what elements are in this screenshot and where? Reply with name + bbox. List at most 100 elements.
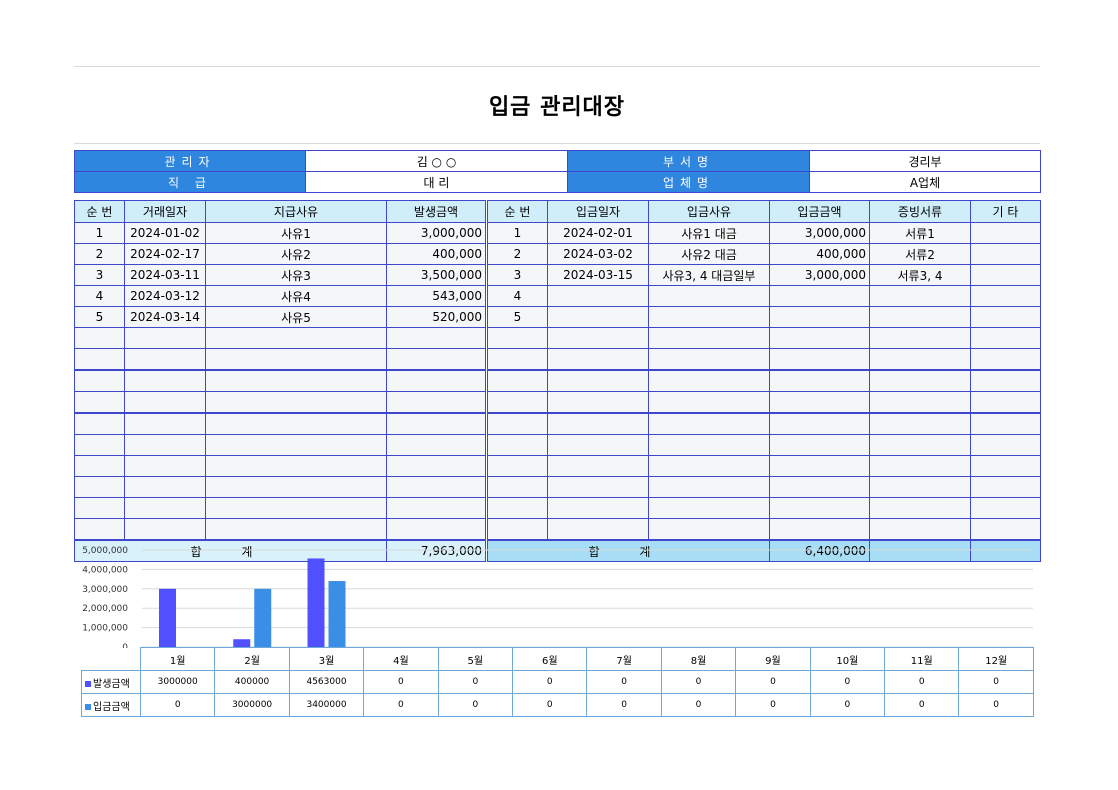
row-proof-doc[interactable] — [869, 412, 971, 435]
row-deposit-date[interactable] — [547, 455, 649, 477]
row-etc[interactable] — [970, 243, 1041, 265]
row-deposit-date[interactable] — [547, 285, 649, 307]
row-deposit-date[interactable]: 2024-03-15 — [547, 264, 649, 286]
row-deposit-amount[interactable]: 400,000 — [769, 243, 870, 265]
row-deposit-no[interactable] — [485, 412, 548, 435]
row-amount[interactable] — [386, 476, 487, 498]
row-deposit-no[interactable] — [485, 327, 548, 349]
row-deposit-date[interactable] — [547, 369, 649, 392]
row-date[interactable]: 2024-03-12 — [124, 285, 206, 307]
row-deposit-amount[interactable] — [769, 327, 870, 349]
row-proof-doc[interactable] — [869, 476, 971, 498]
row-reason[interactable] — [205, 348, 387, 371]
company-value[interactable]: A업체 — [809, 171, 1041, 193]
row-amount[interactable] — [386, 369, 487, 392]
row-reason[interactable]: 사유1 — [205, 222, 387, 244]
row-etc[interactable] — [970, 369, 1041, 392]
row-amount[interactable] — [386, 348, 487, 371]
row-deposit-reason[interactable] — [648, 518, 770, 541]
row-etc[interactable] — [970, 285, 1041, 307]
row-deposit-amount[interactable] — [769, 518, 870, 541]
row-amount[interactable]: 3,000,000 — [386, 222, 487, 244]
row-deposit-amount[interactable] — [769, 455, 870, 477]
row-proof-doc[interactable] — [869, 327, 971, 349]
row-deposit-reason[interactable] — [648, 285, 770, 307]
row-etc[interactable] — [970, 434, 1041, 456]
row-date[interactable] — [124, 348, 206, 371]
row-no[interactable]: 1 — [74, 222, 125, 244]
row-deposit-no[interactable] — [485, 348, 548, 371]
row-amount[interactable] — [386, 455, 487, 477]
row-deposit-reason[interactable] — [648, 306, 770, 328]
row-etc[interactable] — [970, 497, 1041, 519]
row-deposit-amount[interactable] — [769, 348, 870, 371]
row-deposit-reason[interactable] — [648, 391, 770, 414]
row-proof-doc[interactable]: 서류2 — [869, 243, 971, 265]
row-date[interactable] — [124, 412, 206, 435]
row-deposit-reason[interactable] — [648, 369, 770, 392]
row-no[interactable] — [74, 391, 125, 414]
row-deposit-reason[interactable] — [648, 434, 770, 456]
row-amount[interactable] — [386, 391, 487, 414]
dept-value[interactable]: 경리부 — [809, 150, 1041, 172]
row-deposit-date[interactable]: 2024-02-01 — [547, 222, 649, 244]
row-no[interactable] — [74, 497, 125, 519]
row-deposit-date[interactable] — [547, 476, 649, 498]
row-deposit-no[interactable] — [485, 391, 548, 414]
row-deposit-date[interactable] — [547, 412, 649, 435]
row-date[interactable]: 2024-03-11 — [124, 264, 206, 286]
row-no[interactable]: 5 — [74, 306, 125, 328]
row-deposit-amount[interactable]: 3,000,000 — [769, 264, 870, 286]
row-reason[interactable] — [205, 412, 387, 435]
row-date[interactable]: 2024-01-02 — [124, 222, 206, 244]
row-deposit-date[interactable] — [547, 306, 649, 328]
row-date[interactable] — [124, 455, 206, 477]
row-reason[interactable] — [205, 476, 387, 498]
row-no[interactable]: 2 — [74, 243, 125, 265]
row-deposit-no[interactable] — [485, 497, 548, 519]
row-reason[interactable] — [205, 391, 387, 414]
row-deposit-no[interactable]: 5 — [485, 306, 548, 328]
row-proof-doc[interactable] — [869, 348, 971, 371]
row-deposit-reason[interactable] — [648, 327, 770, 349]
row-date[interactable] — [124, 518, 206, 541]
row-reason[interactable]: 사유2 — [205, 243, 387, 265]
row-deposit-date[interactable] — [547, 327, 649, 349]
row-date[interactable] — [124, 369, 206, 392]
row-reason[interactable] — [205, 434, 387, 456]
row-no[interactable] — [74, 518, 125, 541]
row-no[interactable]: 3 — [74, 264, 125, 286]
row-deposit-date[interactable] — [547, 518, 649, 541]
row-etc[interactable] — [970, 518, 1041, 541]
row-etc[interactable] — [970, 264, 1041, 286]
row-reason[interactable] — [205, 327, 387, 349]
row-amount[interactable] — [386, 412, 487, 435]
row-proof-doc[interactable] — [869, 306, 971, 328]
row-proof-doc[interactable] — [869, 497, 971, 519]
row-deposit-no[interactable] — [485, 455, 548, 477]
row-deposit-date[interactable]: 2024-03-02 — [547, 243, 649, 265]
row-deposit-no[interactable] — [485, 434, 548, 456]
row-deposit-date[interactable] — [547, 391, 649, 414]
row-deposit-no[interactable]: 3 — [485, 264, 548, 286]
row-etc[interactable] — [970, 455, 1041, 477]
manager-value[interactable]: 김 ○ ○ — [305, 150, 568, 172]
row-deposit-no[interactable]: 2 — [485, 243, 548, 265]
row-no[interactable] — [74, 455, 125, 477]
row-reason[interactable] — [205, 518, 387, 541]
row-date[interactable]: 2024-02-17 — [124, 243, 206, 265]
row-deposit-amount[interactable] — [769, 434, 870, 456]
row-no[interactable]: 4 — [74, 285, 125, 307]
row-etc[interactable] — [970, 306, 1041, 328]
row-etc[interactable] — [970, 348, 1041, 371]
row-etc[interactable] — [970, 327, 1041, 349]
row-deposit-amount[interactable] — [769, 391, 870, 414]
row-no[interactable] — [74, 476, 125, 498]
row-date[interactable] — [124, 327, 206, 349]
row-deposit-reason[interactable] — [648, 455, 770, 477]
row-proof-doc[interactable]: 서류1 — [869, 222, 971, 244]
row-deposit-reason[interactable] — [648, 497, 770, 519]
row-deposit-date[interactable] — [547, 434, 649, 456]
row-date[interactable] — [124, 391, 206, 414]
row-deposit-no[interactable] — [485, 518, 548, 541]
